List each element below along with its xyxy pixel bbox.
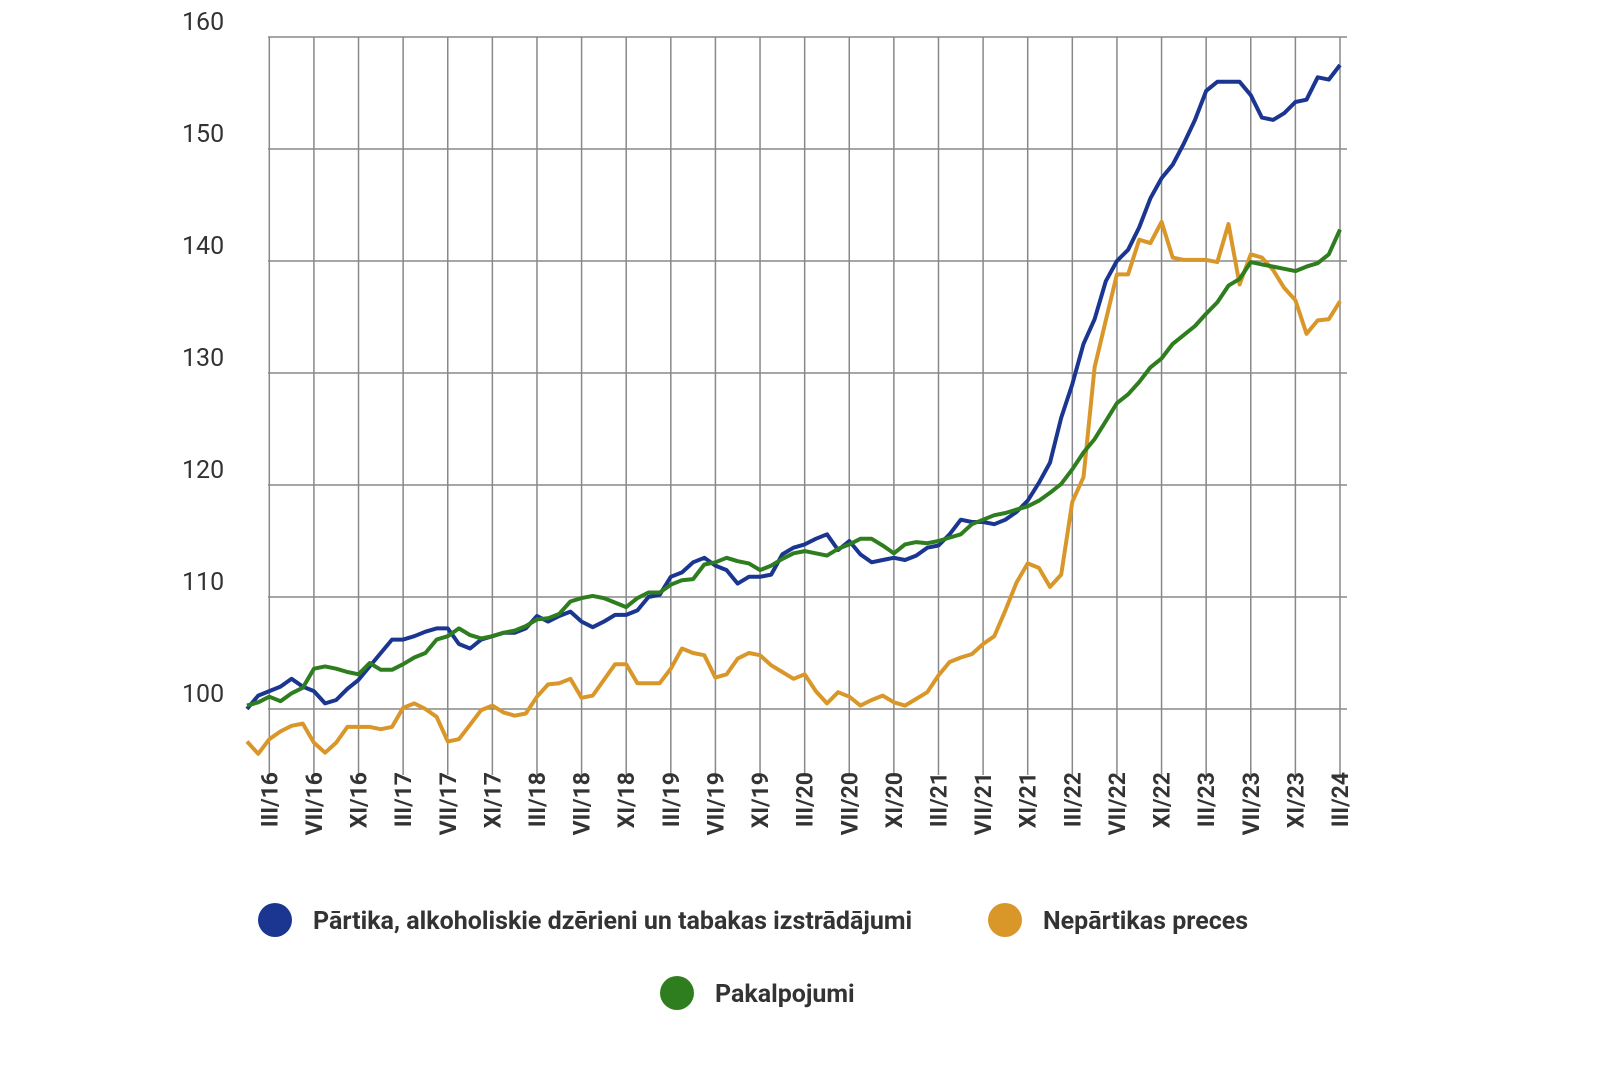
x-tick-label: III/22 xyxy=(1059,772,1086,827)
x-tick-label: XI/19 xyxy=(747,772,774,828)
x-tick-label: III/16 xyxy=(256,772,283,827)
x-tick-label: VII/18 xyxy=(569,772,596,835)
x-tick-label: XI/21 xyxy=(1015,772,1042,828)
legend-label: Pakalpojumi xyxy=(715,980,855,1009)
legend-label: Pārtika, alkoholiskie dzērieni un tabaka… xyxy=(313,907,912,936)
line-series xyxy=(245,219,1342,756)
y-tick-label: 140 xyxy=(182,232,224,261)
y-tick-label: 150 xyxy=(182,120,224,149)
x-tick-label: XI/17 xyxy=(479,772,506,828)
legend-marker xyxy=(660,976,694,1010)
x-tick-label: VII/16 xyxy=(301,772,328,835)
x-tick-label: VII/22 xyxy=(1104,772,1131,835)
y-tick-label: 130 xyxy=(182,344,224,373)
legend-marker xyxy=(988,903,1022,937)
x-tick-label: VII/21 xyxy=(970,772,997,835)
x-tick-label: XI/16 xyxy=(346,772,373,828)
x-tick-label: VII/20 xyxy=(836,772,863,835)
y-tick-label: 110 xyxy=(182,568,224,597)
x-tick-label: III/18 xyxy=(524,772,551,827)
x-tick-label: III/20 xyxy=(792,772,819,827)
x-tick-label: VII/17 xyxy=(435,772,462,835)
x-tick-label: III/24 xyxy=(1327,772,1354,827)
line-series xyxy=(245,63,1342,711)
y-tick-label: 100 xyxy=(182,680,224,709)
x-tick-label: III/21 xyxy=(925,772,952,827)
x-tick-label: XI/23 xyxy=(1282,772,1309,828)
x-tick-label: XI/22 xyxy=(1149,772,1176,828)
x-tick-label: VII/19 xyxy=(702,772,729,835)
x-tick-label: VII/23 xyxy=(1238,772,1265,835)
x-tick-label: III/19 xyxy=(658,772,685,827)
y-tick-label: 160 xyxy=(182,8,224,37)
y-tick-label: 120 xyxy=(182,456,224,485)
x-tick-label: XI/20 xyxy=(881,772,908,828)
x-tick-label: III/23 xyxy=(1193,772,1220,827)
line-series xyxy=(246,228,1342,708)
legend-marker xyxy=(258,903,292,937)
legend-label: Nepārtikas preces xyxy=(1043,907,1248,936)
x-tick-label: III/17 xyxy=(390,772,417,827)
x-tick-label: XI/18 xyxy=(613,772,640,828)
